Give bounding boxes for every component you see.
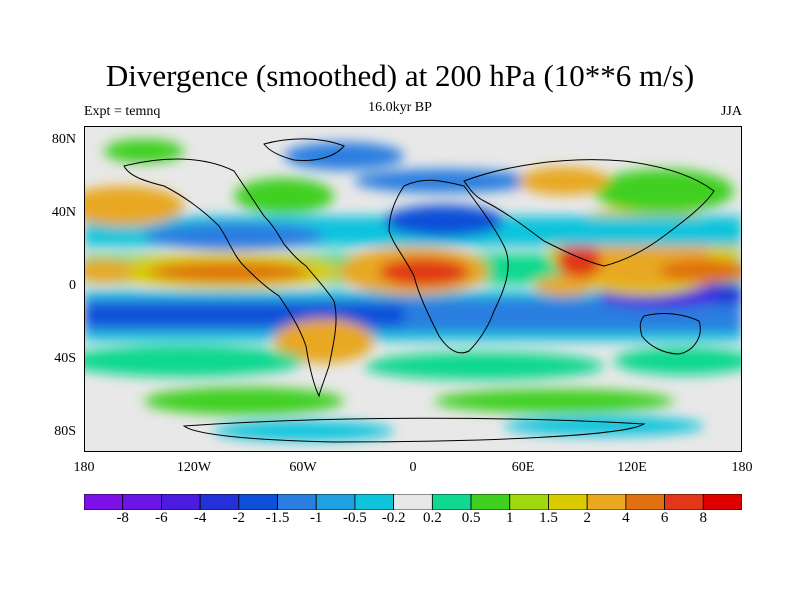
colorbar-label: 2 [583,510,591,526]
colorbar-swatch [548,494,588,510]
colorbar-swatch [84,494,124,510]
colorbar-label: -8 [116,510,129,526]
x-tick-0: 0 [409,460,417,475]
x-tick-120w: 120W [176,460,212,475]
colorbar-label: -2 [232,510,246,526]
y-tick-0: 0 [69,278,76,293]
x-tick-180w: 180 [73,460,95,475]
colorbar-label: -6 [155,510,168,526]
colorbar-label: 0.2 [423,510,442,526]
y-tick-40s: 40S [54,351,76,366]
colorbar-label: 1 [506,510,514,526]
colorbar-label: 8 [699,510,708,526]
colorbar-swatch [393,494,433,510]
colorbar-swatch [199,494,240,510]
colorbar-swatch [702,494,742,510]
x-tick-120e: 120E [617,460,647,475]
colorbar-swatch [277,494,317,510]
x-tick-60w: 60W [289,460,317,475]
period-label: 16.0kyr BP [368,100,432,115]
colorbar-swatch [315,494,356,510]
plot-title: Divergence (smoothed) at 200 hPa (10**6 … [105,58,695,93]
colorbar-label: -4 [193,510,207,526]
colorbar-swatch [431,494,472,510]
colorbar-swatch [625,494,665,510]
colorbar-label: 4 [622,510,630,526]
experiment-label: Expt = temnq [84,104,161,119]
x-tick-60e: 60E [511,460,535,475]
colorbar-swatch [664,494,704,510]
y-tick-80n: 80N [51,132,76,147]
colorbar-label: -1.5 [265,510,290,526]
divergence-map [78,126,742,452]
colorbar-label: -0.2 [381,510,406,526]
colorbar-swatch [509,494,549,510]
colorbar-label: 0.5 [461,510,481,526]
colorbar-swatch [586,494,627,510]
colorbar-swatch [354,494,395,510]
colorbar-label: -1 [309,510,323,526]
colorbar-swatch [470,494,511,510]
colorbar [84,494,742,510]
colorbar-label: 6 [660,510,669,526]
colorbar-swatch [238,494,278,510]
colorbar-swatch [122,494,162,510]
season-label: JJA [720,104,742,119]
colorbar-label: 1.5 [539,510,558,526]
y-tick-80s: 80S [54,424,76,439]
x-tick-180e: 180 [731,460,753,475]
colorbar-label: -0.5 [343,510,367,526]
colorbar-swatch [161,494,201,510]
map-field [78,126,742,452]
y-tick-40n: 40N [51,205,76,220]
